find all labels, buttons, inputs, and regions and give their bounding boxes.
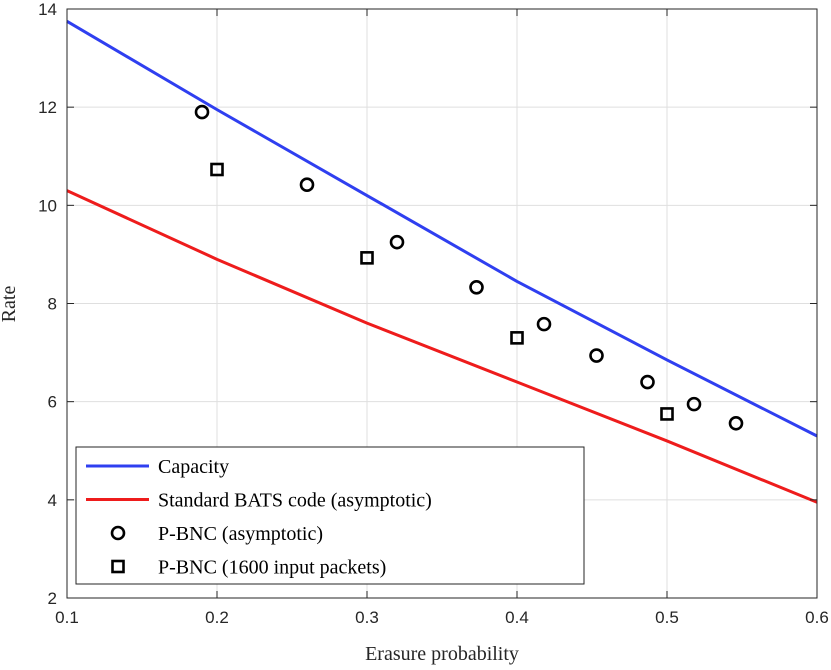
x-tick-label: 0.4 [505, 608, 529, 627]
legend-label: Standard BATS code (asymptotic) [158, 490, 432, 512]
y-tick-label: 10 [38, 196, 57, 215]
legend-box [75, 446, 585, 585]
y-tick-label: 6 [48, 393, 57, 412]
legend-swatch-square [111, 559, 125, 574]
axes: 0.1 0.2 0.3 0.4 0.5 0.6 2 4 6 8 10 12 14 [38, 0, 829, 627]
series-point-circle [536, 316, 552, 332]
series-point-square [660, 407, 674, 421]
legend-label: P-BNC (asymptotic) [158, 523, 323, 545]
series-point-circle [728, 415, 744, 431]
series-line-0 [66, 19, 818, 438]
x-tick-label: 0.3 [355, 608, 379, 627]
y-tick-label: 12 [38, 98, 57, 117]
y-tick-label: 2 [48, 589, 57, 608]
x-tick-label: 0.6 [805, 608, 829, 627]
series-point-circle [469, 280, 484, 295]
legend-swatch-circle [110, 525, 126, 541]
series-point-square [210, 162, 224, 177]
x-tick-label: 0.2 [205, 608, 229, 627]
series-point-circle [686, 396, 702, 412]
legend-label: Capacity [158, 456, 229, 478]
series-point-circle [299, 177, 315, 193]
series-point-circle [589, 348, 604, 363]
y-tick-label: 4 [48, 491, 57, 510]
series-point-circle [194, 104, 210, 120]
x-tick-label: 0.5 [655, 608, 679, 627]
plot-series [66, 19, 818, 504]
legend: Capacity Standard BATS code (asymptotic) P… [75, 446, 585, 585]
series-point-circle [389, 234, 405, 250]
legend-label: P-BNC (1600 input packets) [158, 557, 386, 579]
x-axis-label: Erasure probability [365, 643, 519, 665]
series-point-square [510, 331, 524, 345]
y-axis-label: Rate [0, 286, 20, 323]
series-line-1 [66, 189, 818, 504]
series-point-square [360, 251, 374, 265]
y-tick-label: 8 [48, 295, 57, 314]
x-tick-label: 0.1 [55, 608, 79, 627]
series-point-circle [640, 374, 655, 390]
y-tick-label: 14 [38, 0, 57, 19]
